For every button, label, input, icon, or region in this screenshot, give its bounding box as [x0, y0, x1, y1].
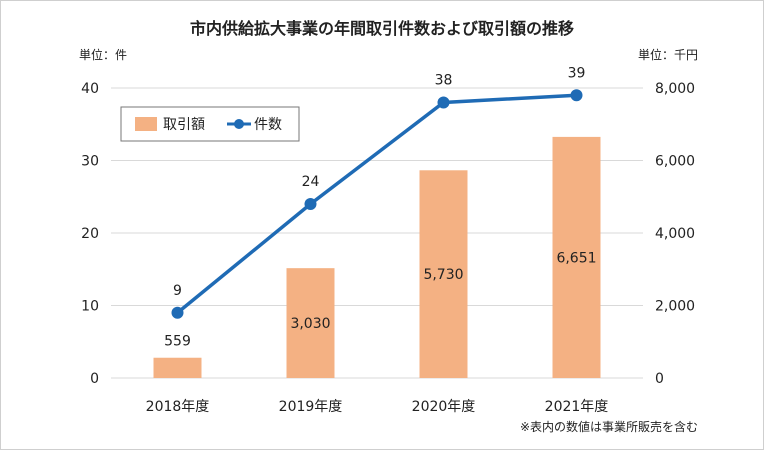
line-point-2	[304, 198, 317, 210]
right-tick-label: 6,000	[655, 154, 695, 170]
line-data-labels: 9 24 38 39	[173, 65, 585, 299]
right-axis-ticks: 0 2,000 4,000 6,000 8,000	[655, 81, 695, 387]
left-tick-label: 0	[90, 371, 99, 387]
right-tick-label: 2,000	[655, 299, 695, 315]
footnote: ※表内の数値は事業所販売を含む	[520, 419, 698, 434]
line-point-3	[437, 96, 450, 109]
x-axis-ticks: 2018年度 2019年度 2020年度 2021年度	[146, 399, 609, 415]
left-tick-label: 40	[81, 81, 99, 97]
line-label-1: 9	[173, 283, 182, 299]
line-label-4: 39	[568, 65, 586, 81]
right-axis-unit-label: 単位：千円	[638, 47, 698, 62]
bar-series	[153, 136, 601, 378]
left-tick-label: 20	[81, 226, 99, 242]
x-tick-label: 2020年度	[412, 399, 476, 415]
bar-1	[153, 357, 202, 378]
chart-title: 市内供給拡大事業の年間取引件数および取引額の推移	[190, 19, 574, 38]
legend-bar-label: 取引額	[163, 117, 205, 133]
legend-line-label: 件数	[254, 117, 282, 133]
line-series	[171, 89, 583, 319]
line-path	[176, 93, 577, 315]
line-point-4	[570, 89, 583, 102]
left-tick-label: 30	[81, 154, 99, 170]
right-tick-label: 4,000	[655, 226, 695, 242]
right-tick-label: 8,000	[655, 81, 695, 97]
legend-bar-swatch	[135, 117, 157, 131]
bar-2	[286, 268, 335, 378]
left-axis-ticks: 0 10 20 30 40	[81, 81, 99, 387]
bar-label-3: 5,730	[423, 267, 463, 283]
left-tick-label: 10	[81, 299, 99, 315]
x-tick-label: 2021年度	[545, 399, 609, 415]
legend-line-marker	[234, 119, 244, 129]
right-tick-label: 0	[655, 371, 664, 387]
x-tick-label: 2018年度	[146, 399, 210, 415]
x-tick-label: 2019年度	[279, 399, 343, 415]
legend: 取引額 件数	[120, 106, 300, 142]
bar-3	[419, 170, 468, 378]
line-label-3: 38	[435, 73, 453, 89]
bar-4	[552, 136, 601, 378]
line-label-2: 24	[302, 174, 320, 190]
bar-label-4: 6,651	[556, 250, 596, 266]
bar-label-2: 3,030	[290, 316, 330, 332]
bar-label-1: 559	[164, 334, 191, 350]
line-point-1	[171, 306, 184, 319]
left-axis-unit-label: 単位：件	[79, 47, 127, 62]
bar-data-labels: 559 3,030 5,730 6,651	[164, 250, 596, 349]
